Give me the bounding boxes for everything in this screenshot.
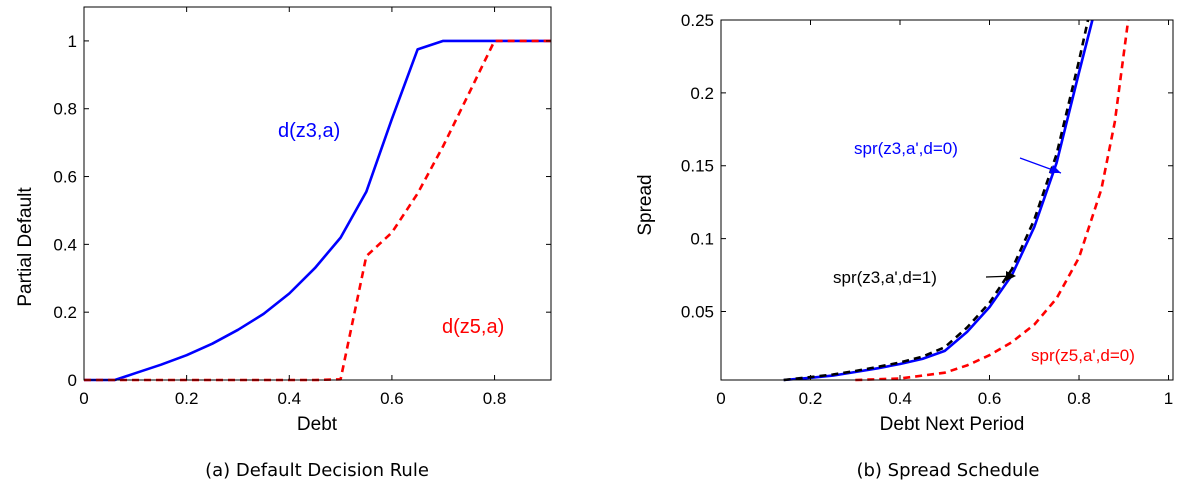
panel-b-ylabel: Spread (635, 174, 656, 235)
panel-a-series (84, 39, 551, 382)
panel-b-ticks: 0 0.2 0.4 0.6 0.8 1 0.05 0.1 0.15 0.2 0.25 (681, 11, 1173, 408)
panel-b-ytick-label-4: 0.25 (681, 11, 714, 30)
panel-b-series (783, 19, 1130, 382)
panel-b-caption: (b) Spread Schedule (856, 460, 1039, 481)
spr-z3-d1-arrowhead (1006, 271, 1016, 281)
spr-z3-d0-arrowhead (1049, 165, 1061, 173)
panel-a-xtick-label-0: 0 (79, 389, 88, 408)
panel-a-ytick-label-4: 0.8 (53, 100, 77, 119)
panel-b-ytick-label-2: 0.15 (681, 157, 714, 176)
panel-a-ytick-label-2: 0.4 (53, 235, 77, 254)
panel-b-xtick-label-1: 0.2 (799, 389, 823, 408)
panel-b-series-0 (783, 19, 1094, 382)
panel-a-ytick-label-0: 0 (68, 371, 77, 390)
panel-a-ylabel: Partial Default (15, 187, 36, 307)
spr-z3-d0-label: spr(z3,a',d=0) (854, 139, 958, 158)
panel-a-ytick-label-3: 0.6 (53, 168, 77, 187)
panel-a-caption: (a) Default Decision Rule (205, 460, 429, 481)
panel-a-annotation-d-z5: d(z5,a) (442, 316, 504, 338)
panel-b-plot-frame (720, 19, 1174, 381)
panel-b-xtick-label-2: 0.4 (888, 389, 912, 408)
panel-b-ytick-label-3: 0.2 (690, 84, 714, 103)
panel-b-xtick-label-0: 0 (716, 389, 725, 408)
panel-a-annotation-d-z3: d(z3,a) (278, 120, 340, 142)
panel-b-ytick-label-0: 0.05 (681, 302, 714, 321)
panel-a-xtick-label-3: 0.6 (380, 389, 404, 408)
panel-b-annotation-spr-z3-d1: spr(z3,a',d=1) (833, 268, 1016, 287)
panel-a-xtick-label-1: 0.2 (175, 389, 199, 408)
panel-a-xlabel: Debt (297, 414, 338, 435)
panel-b-series-2 (855, 19, 1130, 382)
panel-b: 0 0.2 0.4 0.6 0.8 1 0.05 0.1 0.15 0.2 0.25 spr(z3,… (635, 11, 1174, 481)
panel-a-xtick-label-4: 0.8 (483, 389, 507, 408)
panel-b-xtick-label-4: 0.8 (1067, 389, 1091, 408)
panel-a-ytick-label-5: 1 (68, 32, 77, 51)
panel-b-xtick-label-5: 1 (1164, 389, 1173, 408)
panel-b-ytick-label-1: 0.1 (690, 230, 714, 249)
panel-b-annotation-spr-z3-d0: spr(z3,a',d=0) (854, 139, 1062, 174)
panel-a-ytick-label-1: 0.2 (53, 303, 77, 322)
panel-b-annotation-spr-z5-d0: spr(z5,a',d=0) (1031, 346, 1135, 365)
panel-a-plot-frame (83, 6, 552, 381)
spr-z3-d1-label: spr(z3,a',d=1) (833, 268, 937, 287)
panel-a-xtick-label-2: 0.4 (277, 389, 301, 408)
panel-a-ticks: 0 0.2 0.4 0.6 0.8 0 0.2 0.4 0.6 0.8 1 (53, 7, 551, 408)
panel-a: 0 0.2 0.4 0.6 0.8 0 0.2 0.4 0.6 0.8 1 d(z3,a) d(z5… (15, 6, 552, 481)
panel-b-xlabel: Debt Next Period (880, 414, 1025, 435)
panel-a-series-0 (84, 39, 551, 382)
panel-b-xtick-label-3: 0.6 (978, 389, 1002, 408)
